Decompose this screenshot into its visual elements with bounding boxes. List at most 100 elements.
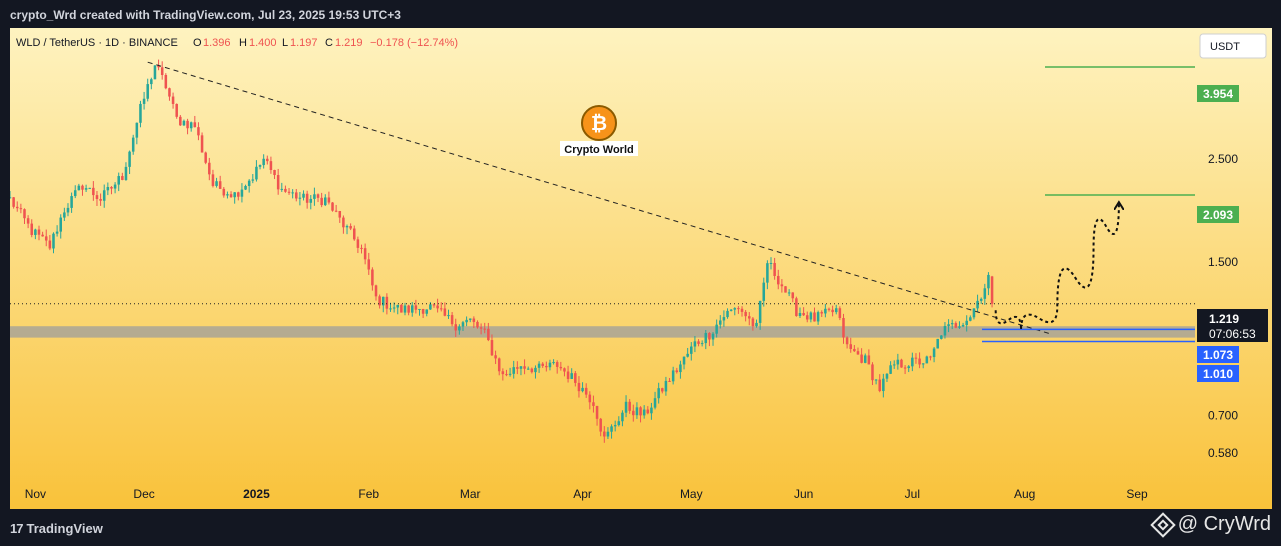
- candle: [160, 67, 164, 75]
- legend-close: 1.219: [335, 37, 363, 49]
- candle: [889, 365, 892, 374]
- candle: [432, 304, 436, 306]
- legend-high-label: H: [239, 37, 247, 49]
- author-handle: @ CryWrd: [1177, 513, 1271, 535]
- y-tick-label: 1.500: [1208, 255, 1238, 269]
- candle: [66, 207, 70, 213]
- candle: [135, 122, 139, 138]
- support-lower-value: 1.010: [1203, 367, 1233, 381]
- candle: [436, 305, 439, 309]
- y-tick-label: 2.500: [1208, 152, 1238, 166]
- candle: [291, 192, 294, 194]
- candle: [164, 74, 168, 89]
- legend-low: 1.197: [290, 37, 318, 49]
- candle: [175, 103, 178, 117]
- candle: [947, 324, 950, 327]
- candle: [617, 421, 621, 426]
- candle: [324, 197, 327, 206]
- candle: [128, 151, 131, 167]
- candle: [878, 379, 881, 392]
- candle: [599, 418, 602, 432]
- candle: [414, 305, 418, 310]
- candle: [813, 312, 816, 322]
- candle: [740, 308, 744, 312]
- candle: [157, 65, 160, 68]
- candle: [233, 192, 236, 198]
- candle: [704, 332, 708, 344]
- currency-box[interactable]: [1199, 33, 1267, 59]
- tradingview-brand: TradingView: [26, 521, 103, 536]
- current-price-badge: [1197, 309, 1268, 342]
- candle: [900, 359, 903, 368]
- candle: [483, 328, 486, 330]
- x-tick-label: Aug: [1014, 487, 1035, 501]
- candle: [871, 364, 874, 381]
- x-tick-label: Feb: [358, 487, 379, 501]
- bitcoin-icon: [581, 105, 617, 141]
- support-zone-layer: [10, 326, 1195, 338]
- candle: [552, 362, 555, 364]
- candle: [280, 188, 284, 190]
- candle: [403, 305, 407, 313]
- candle: [766, 263, 769, 283]
- candle: [867, 355, 871, 365]
- candle: [820, 312, 824, 314]
- legend-open: 1.396: [203, 37, 231, 49]
- support-zone: [10, 326, 1195, 338]
- candle: [929, 356, 932, 358]
- candle: [613, 425, 617, 427]
- candle: [106, 187, 110, 191]
- candle: [258, 165, 262, 167]
- candle: [700, 343, 704, 345]
- candle: [907, 366, 910, 369]
- candle: [563, 368, 566, 372]
- candle: [313, 194, 316, 199]
- candle: [537, 363, 541, 368]
- candle: [374, 285, 378, 297]
- candle: [392, 307, 396, 309]
- candle: [131, 137, 135, 152]
- current-price-label: 1.219 07:06:53: [1197, 309, 1268, 342]
- candle: [940, 335, 943, 339]
- candle: [675, 370, 679, 373]
- candle: [316, 194, 320, 198]
- x-tick-label: 2025: [243, 487, 270, 501]
- candle: [345, 226, 349, 228]
- x-axis: Nov Dec 2025 Feb Mar Apr May Jun Jul Aug Sep: [25, 487, 1148, 501]
- candle: [193, 122, 197, 128]
- tradingview-logo[interactable]: 17 TradingView: [10, 521, 103, 536]
- candle: [48, 240, 52, 249]
- x-tick-label: Jul: [905, 487, 920, 501]
- candle: [251, 179, 255, 181]
- target-high-badge: [1197, 85, 1239, 102]
- candle: [99, 198, 102, 201]
- candle: [751, 318, 755, 327]
- candle: [360, 247, 363, 249]
- y-tick-label: 0.700: [1208, 408, 1238, 422]
- candle: [588, 394, 592, 403]
- candle: [853, 348, 856, 352]
- candle: [153, 65, 157, 80]
- candle: [171, 96, 175, 104]
- candle: [943, 326, 947, 336]
- candle: [805, 315, 809, 320]
- x-tick-label: Mar: [460, 487, 481, 501]
- candle: [979, 298, 983, 301]
- candle: [983, 288, 987, 299]
- candle: [450, 315, 454, 325]
- candle: [671, 370, 675, 382]
- legend: WLD / TetherUS · 1D · BINANCE O 1.396 H …: [16, 37, 458, 49]
- candle: [885, 373, 889, 379]
- candle: [624, 401, 628, 413]
- candle: [508, 373, 512, 375]
- candle: [606, 431, 610, 437]
- candle: [505, 374, 508, 376]
- candle: [121, 176, 124, 180]
- legend-change: −0.178 (−12.74%): [370, 37, 458, 49]
- candle: [26, 218, 30, 224]
- currency-selector[interactable]: USDT: [1199, 33, 1267, 59]
- candle: [10, 197, 12, 199]
- candle: [668, 380, 671, 382]
- candle: [657, 388, 660, 399]
